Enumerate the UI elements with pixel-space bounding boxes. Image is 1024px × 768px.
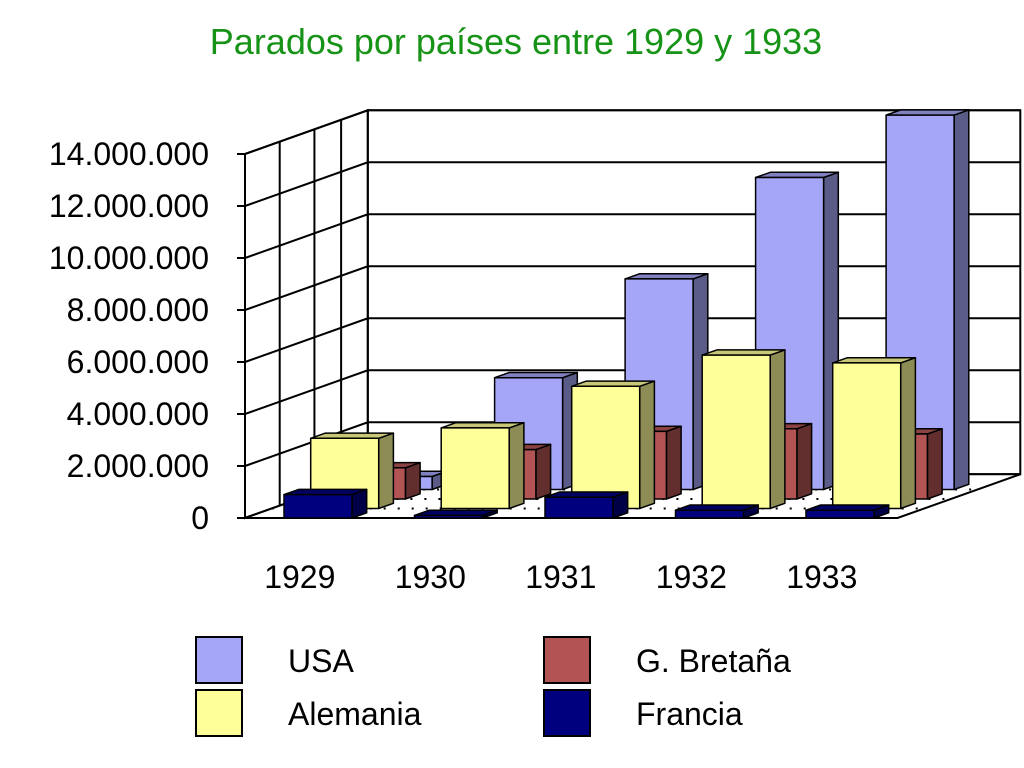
x-tick-label: 1930: [395, 559, 466, 595]
bar: [674, 504, 759, 519]
x-tick-label: 1932: [656, 559, 727, 595]
x-tick-label: 1933: [786, 559, 857, 595]
x-tick-label: 1931: [525, 559, 596, 595]
y-tick-label: 4.000.000: [67, 396, 209, 432]
bar: [570, 380, 656, 510]
bar-top: [885, 109, 970, 116]
bar: [544, 491, 629, 519]
legend-swatch: [543, 636, 591, 684]
bar-front: [544, 496, 614, 519]
legend-label: USA: [288, 643, 354, 679]
bar-front: [413, 514, 484, 519]
y-tick-label: 0: [191, 500, 209, 536]
y-tick-label: 12.000.000: [49, 188, 209, 224]
bar-top: [413, 509, 498, 517]
y-tick-label: 8.000.000: [67, 292, 209, 328]
bar-front: [570, 385, 641, 510]
bar: [413, 509, 498, 519]
bar-top: [493, 371, 579, 379]
y-tick-label: 10.000.000: [49, 240, 209, 276]
bar-side: [638, 380, 656, 510]
bar-top: [624, 272, 709, 280]
bar-side: [899, 356, 917, 510]
bar-side: [508, 421, 525, 510]
bar-top: [805, 504, 890, 511]
bar-front: [440, 427, 510, 510]
gridline: [244, 161, 1021, 207]
bar-front: [283, 493, 353, 519]
bar: [805, 504, 890, 519]
legend-label: Francia: [636, 696, 743, 732]
legend-swatch: [543, 689, 591, 737]
chart-bars: [283, 109, 970, 519]
bar-side: [769, 349, 786, 510]
bar-top: [440, 421, 525, 429]
legend: USA G. Bretaña Alemania Francia: [195, 636, 791, 737]
bar-top: [570, 380, 656, 388]
bar: [831, 356, 917, 510]
bar-top: [544, 491, 629, 498]
gridline: [244, 109, 1021, 155]
x-axis-ticks: 1929 1930 1931 1932 1933: [264, 559, 857, 595]
bar-top: [674, 504, 759, 511]
bar-front: [805, 509, 875, 519]
bar: [440, 421, 525, 510]
bar-top: [831, 356, 917, 364]
bar-front: [831, 362, 902, 510]
y-tick-label: 2.000.000: [67, 448, 209, 484]
bar-side: [796, 422, 813, 500]
bar: [283, 488, 368, 519]
bar-side: [404, 461, 421, 500]
bar: [701, 349, 786, 510]
bar-side: [535, 443, 552, 500]
bar-top: [309, 432, 395, 440]
bar-top: [754, 171, 840, 179]
bar-top: [283, 488, 368, 496]
y-tick-label: 6.000.000: [67, 344, 209, 380]
y-tick-label: 14.000.000: [49, 136, 209, 172]
bar-front: [674, 509, 745, 519]
legend-swatch: [195, 689, 243, 737]
x-tick-label: 1929: [264, 559, 335, 595]
bar-front: [701, 354, 771, 510]
bar-side: [665, 425, 682, 500]
bar-side: [953, 109, 970, 491]
legend-label: Alemania: [288, 696, 422, 732]
legend-swatch: [195, 636, 243, 684]
bar-side: [926, 428, 943, 500]
y-axis-ticks: 0 2.000.000 4.000.000 6.000.000 8.000.000 10.…: [49, 136, 245, 536]
legend-label: G. Bretaña: [636, 643, 791, 679]
bar-top: [701, 349, 786, 356]
chart-title: Parados por países entre 1929 y 1933: [210, 21, 822, 62]
bar-side: [377, 432, 395, 510]
